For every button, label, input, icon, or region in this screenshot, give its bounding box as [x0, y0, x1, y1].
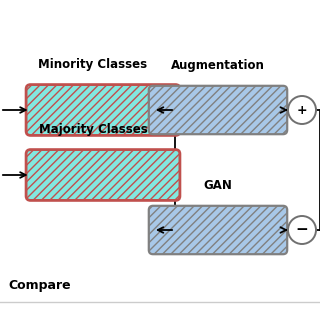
Text: +: +	[297, 103, 307, 116]
Text: Minority Classes: Minority Classes	[38, 58, 148, 71]
Circle shape	[288, 216, 316, 244]
Circle shape	[288, 96, 316, 124]
Text: Compare: Compare	[8, 279, 71, 292]
Text: Augmentation: Augmentation	[171, 59, 265, 72]
FancyBboxPatch shape	[26, 84, 180, 135]
Text: −: −	[296, 222, 308, 237]
Text: Majority Classes: Majority Classes	[39, 123, 148, 136]
FancyBboxPatch shape	[149, 206, 287, 254]
FancyBboxPatch shape	[149, 86, 287, 134]
FancyBboxPatch shape	[26, 149, 180, 200]
Text: GAN: GAN	[204, 179, 232, 192]
